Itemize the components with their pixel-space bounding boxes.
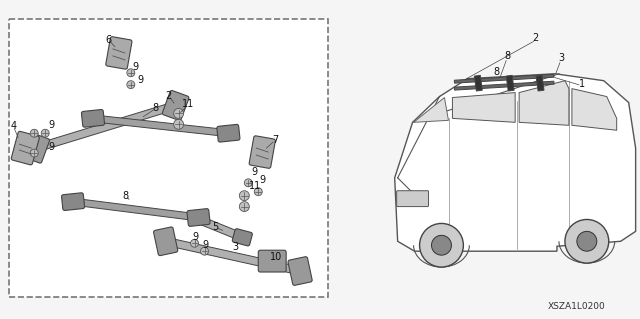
Text: 5: 5	[212, 222, 219, 233]
FancyBboxPatch shape	[23, 133, 49, 163]
Text: 6: 6	[106, 35, 112, 45]
Circle shape	[41, 129, 49, 137]
FancyBboxPatch shape	[217, 124, 240, 142]
Text: 9: 9	[252, 167, 257, 177]
Circle shape	[420, 223, 463, 267]
FancyBboxPatch shape	[232, 229, 252, 246]
Polygon shape	[506, 75, 514, 91]
FancyBboxPatch shape	[81, 109, 104, 127]
Text: 2: 2	[166, 91, 172, 100]
FancyBboxPatch shape	[249, 136, 275, 168]
Text: 9: 9	[138, 75, 144, 85]
Text: 9: 9	[202, 240, 209, 250]
Text: 4: 4	[10, 121, 17, 131]
Circle shape	[200, 247, 209, 255]
FancyBboxPatch shape	[106, 37, 132, 69]
Text: 3: 3	[232, 242, 239, 252]
FancyBboxPatch shape	[259, 250, 286, 272]
Circle shape	[173, 108, 184, 118]
Polygon shape	[474, 75, 483, 91]
Circle shape	[577, 231, 596, 251]
Text: 9: 9	[132, 62, 139, 72]
Text: XSZA1L0200: XSZA1L0200	[548, 302, 605, 311]
Circle shape	[30, 149, 38, 157]
Circle shape	[191, 239, 198, 247]
Circle shape	[431, 235, 451, 255]
Polygon shape	[35, 102, 177, 152]
Text: 8: 8	[153, 103, 159, 114]
FancyBboxPatch shape	[163, 91, 189, 121]
FancyBboxPatch shape	[397, 191, 429, 207]
Polygon shape	[536, 75, 544, 91]
Text: 2: 2	[532, 33, 538, 43]
Text: 8: 8	[123, 191, 129, 201]
Circle shape	[565, 219, 609, 263]
Circle shape	[127, 69, 135, 77]
Text: 9: 9	[48, 120, 54, 130]
Text: 10: 10	[270, 252, 282, 262]
Polygon shape	[197, 216, 244, 241]
FancyBboxPatch shape	[187, 209, 210, 226]
Polygon shape	[454, 74, 554, 83]
FancyBboxPatch shape	[10, 19, 328, 297]
Circle shape	[127, 81, 135, 89]
Polygon shape	[519, 81, 569, 125]
Polygon shape	[72, 198, 199, 221]
Circle shape	[239, 191, 250, 201]
Polygon shape	[93, 115, 228, 137]
Text: 11: 11	[182, 100, 195, 109]
FancyBboxPatch shape	[154, 227, 178, 256]
Polygon shape	[454, 81, 554, 90]
Text: 8: 8	[504, 51, 510, 61]
FancyBboxPatch shape	[288, 257, 312, 286]
Text: 9: 9	[193, 232, 198, 242]
FancyBboxPatch shape	[61, 193, 84, 211]
Text: 9: 9	[259, 175, 266, 185]
Polygon shape	[452, 93, 515, 122]
FancyBboxPatch shape	[12, 131, 39, 165]
Polygon shape	[165, 237, 301, 275]
Polygon shape	[413, 98, 449, 122]
Circle shape	[254, 188, 262, 196]
Polygon shape	[395, 74, 636, 251]
Circle shape	[239, 202, 250, 211]
Text: 11: 11	[249, 181, 261, 191]
Text: 7: 7	[272, 135, 278, 145]
Text: 9: 9	[48, 142, 54, 152]
Circle shape	[30, 129, 38, 137]
Circle shape	[173, 119, 184, 129]
Text: 3: 3	[558, 53, 564, 63]
Text: 8: 8	[493, 67, 499, 77]
Polygon shape	[572, 89, 617, 130]
Text: 1: 1	[579, 79, 585, 89]
Circle shape	[244, 179, 252, 187]
